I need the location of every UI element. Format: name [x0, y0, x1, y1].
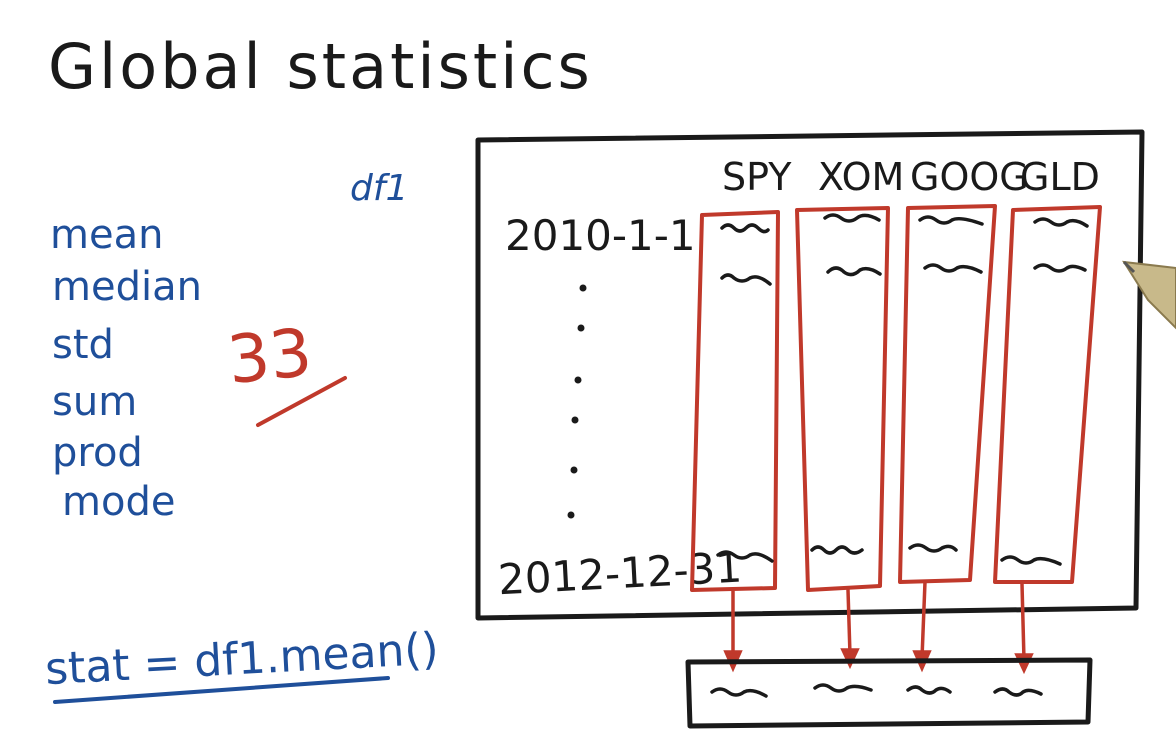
column-header-spy: SPY	[722, 155, 792, 199]
stat-sum: sum	[52, 379, 137, 425]
count-underline	[256, 376, 347, 427]
page-title: Global statistics	[48, 30, 593, 103]
column-header-goog: GOOG	[910, 155, 1029, 199]
aggregation-arrows	[723, 580, 1034, 675]
dataframe-box	[475, 129, 1145, 621]
result-row-box	[685, 657, 1093, 729]
stat-prod: prod	[52, 430, 143, 476]
column-outline-xom	[795, 206, 890, 592]
column-header-gld: GLD	[1020, 155, 1100, 199]
stats-list: mean median std sum prod mode	[50, 212, 202, 525]
result-values	[710, 683, 1043, 698]
pen-icon	[1122, 260, 1176, 330]
column-header-xom: XOM	[818, 155, 904, 199]
dataframe-label: df1	[350, 168, 408, 209]
code-line: stat = df1.mean()	[44, 624, 440, 696]
code-underline	[53, 676, 390, 704]
row-label-end: 2012-12-31	[497, 543, 743, 605]
column-outline-goog	[898, 204, 997, 584]
row-label-start: 2010-1-1	[505, 211, 696, 260]
stat-mode: mode	[62, 479, 175, 525]
column-values	[716, 213, 1089, 566]
stat-mean: mean	[50, 212, 163, 258]
stat-std: std	[52, 322, 114, 368]
stat-median: median	[52, 264, 202, 310]
count-annotation: 33	[224, 314, 316, 399]
column-outline-gld	[993, 205, 1102, 584]
row-ellipsis	[567, 284, 587, 519]
column-outline-spy	[690, 210, 780, 592]
